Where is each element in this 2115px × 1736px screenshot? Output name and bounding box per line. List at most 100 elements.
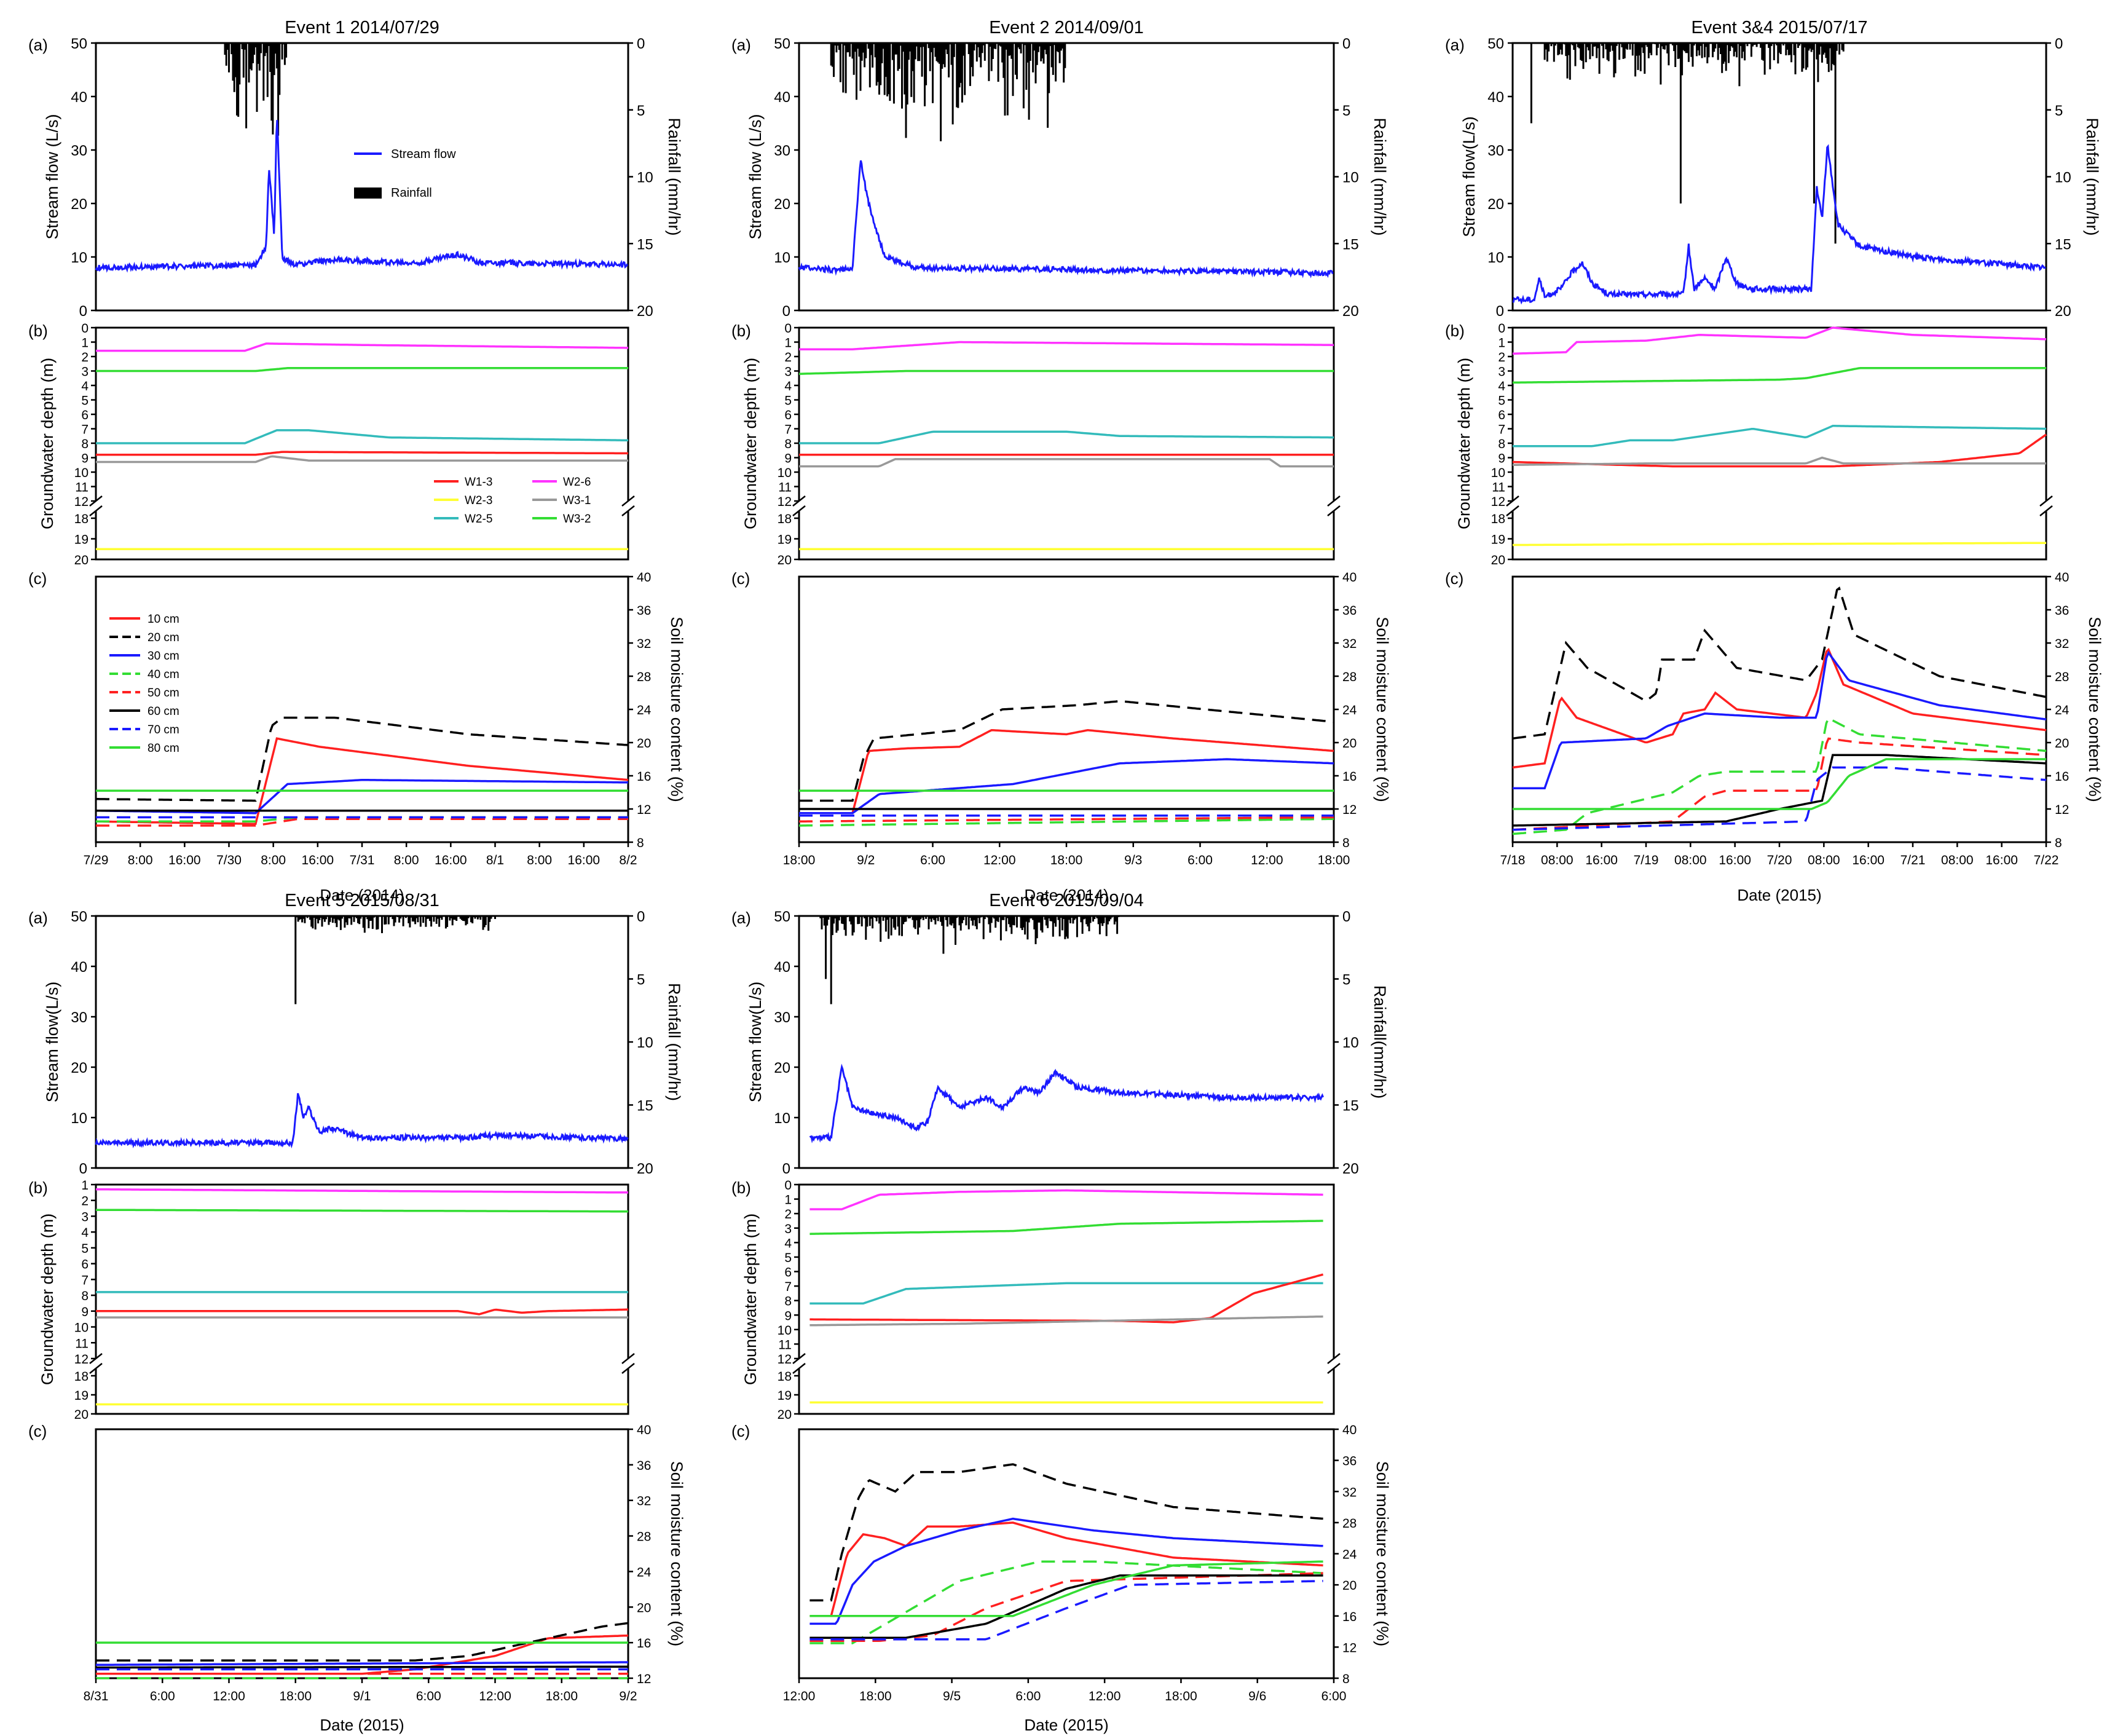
rain-tick-label: 20 xyxy=(637,303,653,320)
x-tick-label: 08:00 xyxy=(1541,853,1573,867)
gw-tick-label: 8 xyxy=(784,437,792,451)
rain-tick-label: 0 xyxy=(1342,36,1350,52)
axis-break-mark xyxy=(792,505,806,516)
gw-tick-label: 20 xyxy=(778,1408,792,1422)
gw-tick-label: 9 xyxy=(1498,452,1505,466)
gw-tick-label: 5 xyxy=(784,1251,792,1265)
panel-letter-a: (a) xyxy=(28,36,48,54)
flow-tick-label: 50 xyxy=(774,36,790,52)
x-tick-label: 18:00 xyxy=(1318,853,1350,867)
sm-tick-label: 32 xyxy=(1342,637,1357,651)
sm-tick-label: 28 xyxy=(637,1530,651,1544)
gw-lower-frame xyxy=(95,1368,629,1415)
gw-tick-label: 7 xyxy=(81,423,89,437)
legend-sm-label: 20 cm xyxy=(148,631,179,644)
legend-sm-label: 70 cm xyxy=(148,724,179,736)
gw-axis-label: Groundwater depth (m) xyxy=(1455,358,1473,529)
x-axis-label: Date (2015) xyxy=(1024,1716,1108,1734)
x-tick-label: 08:00 xyxy=(1941,853,1974,867)
flow-tick-label: 30 xyxy=(71,143,87,159)
sm-tick-label: 12 xyxy=(637,1672,651,1686)
axis-break-mark xyxy=(792,1363,806,1374)
x-tick-label: 7/31 xyxy=(350,853,375,867)
flow-tick-label: 30 xyxy=(1487,143,1504,159)
sm-tick-label: 16 xyxy=(637,1636,651,1651)
gw-tick-label: 12 xyxy=(778,495,792,509)
rain-tick-label: 15 xyxy=(2055,236,2071,253)
gw-tick-label: 20 xyxy=(74,553,89,567)
gw-tick-label: 19 xyxy=(778,533,792,547)
panel-letter-c: (c) xyxy=(731,1422,750,1440)
gw-line-w1-3 xyxy=(1512,433,2047,468)
x-tick-label: 12:00 xyxy=(983,853,1016,867)
flow-tick-label: 10 xyxy=(774,1110,790,1127)
chart-title: Event 3&4 2015/07/17 xyxy=(1691,18,1867,37)
flow-tick-label: 40 xyxy=(1487,89,1504,106)
rain-axis-label: Rainfall(mm/hr) xyxy=(1371,985,1389,1099)
gw-tick-label: 10 xyxy=(1491,466,1505,480)
x-tick-label: 16:00 xyxy=(435,853,467,867)
gw-axis-label: Groundwater depth (m) xyxy=(38,358,57,529)
legend-gw-label: W2-6 xyxy=(563,476,591,489)
sm-line-40cm xyxy=(809,1560,1323,1644)
rain-tick-label: 0 xyxy=(637,909,645,925)
gw-tick-label: 1 xyxy=(1498,336,1505,350)
gw-tick-label: 8 xyxy=(784,1295,792,1309)
gw-tick-label: 4 xyxy=(81,379,89,393)
gw-tick-label: 19 xyxy=(74,1389,89,1403)
x-tick-label: 6:00 xyxy=(416,1689,441,1703)
x-tick-label: 8:00 xyxy=(394,853,419,867)
rain-tick-label: 5 xyxy=(1342,103,1350,119)
x-tick-label: 9/2 xyxy=(619,1689,637,1703)
rain-tick-label: 10 xyxy=(2055,170,2071,186)
panel-letter-c: (c) xyxy=(1445,569,1463,588)
x-tick-label: 7/29 xyxy=(84,853,109,867)
sm-axis-label: Soil moisture content (%) xyxy=(668,1461,686,1647)
sm-tick-label: 32 xyxy=(1342,1485,1357,1499)
stream-flow-line xyxy=(95,120,629,273)
x-tick-label: 7/22 xyxy=(2034,853,2059,867)
gw-tick-label: 9 xyxy=(784,1309,792,1323)
x-tick-label: 6:00 xyxy=(920,853,945,867)
gw-tick-label: 4 xyxy=(784,1236,792,1250)
gw-tick-label: 20 xyxy=(778,553,792,567)
legend-sm-label: 50 cm xyxy=(148,687,179,700)
x-tick-label: 8:00 xyxy=(527,853,552,867)
gw-tick-label: 4 xyxy=(1498,379,1505,393)
x-tick-label: 7/19 xyxy=(1634,853,1659,867)
gw-line-w2-6 xyxy=(96,342,628,352)
gw-line-w2-5 xyxy=(96,429,628,444)
flow-panel-frame xyxy=(95,42,629,312)
legend-gw-label: W1-3 xyxy=(465,476,492,489)
flow-tick-label: 20 xyxy=(774,1060,790,1076)
flow-tick-label: 0 xyxy=(782,303,790,320)
rain-tick-label: 0 xyxy=(1342,909,1350,925)
gw-lower-frame xyxy=(798,511,1335,561)
sm-axis-label: Soil moisture content (%) xyxy=(1373,1461,1392,1647)
x-tick-label: 16:00 xyxy=(1985,853,2018,867)
panel-letter-a: (a) xyxy=(731,36,751,54)
gw-tick-label: 2 xyxy=(784,350,792,365)
gw-tick-label: 11 xyxy=(75,1336,89,1351)
gw-tick-label: 0 xyxy=(81,322,89,336)
sm-tick-label: 8 xyxy=(637,836,644,850)
flow-tick-label: 30 xyxy=(71,1009,87,1026)
x-tick-label: 16:00 xyxy=(568,853,601,867)
x-axis-label: Date (2015) xyxy=(320,1716,404,1734)
gw-tick-label: 9 xyxy=(784,452,792,466)
gw-tick-label: 6 xyxy=(81,408,89,422)
rain-tick-label: 5 xyxy=(2055,103,2063,119)
gw-tick-label: 12 xyxy=(1491,495,1505,509)
stream-flow-line xyxy=(95,1093,629,1149)
sm-line-30cm xyxy=(95,779,628,815)
x-tick-label: 8:00 xyxy=(128,853,153,867)
panel-letter-b: (b) xyxy=(28,322,48,340)
flow-panel-frame xyxy=(1511,42,2047,312)
sm-line-20cm xyxy=(799,700,1334,802)
legend-rain-swatch xyxy=(354,187,382,199)
x-tick-label: 9/3 xyxy=(1124,853,1142,867)
gw-axis-label: Groundwater depth (m) xyxy=(38,1213,57,1385)
sm-line-10cm xyxy=(96,737,629,826)
